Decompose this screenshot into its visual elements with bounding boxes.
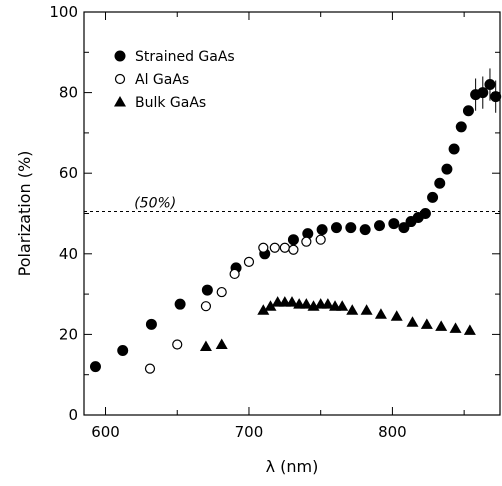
data-point xyxy=(200,301,212,312)
y-tick-label: 60 xyxy=(59,164,78,182)
data-point xyxy=(269,242,280,253)
data-point xyxy=(172,339,183,350)
data-point xyxy=(286,296,298,307)
data-point xyxy=(462,105,474,117)
legend-marker xyxy=(114,50,126,62)
data-point xyxy=(406,316,419,327)
data-point xyxy=(144,363,156,374)
data-point xyxy=(145,318,157,330)
data-point xyxy=(388,218,400,230)
data-point xyxy=(390,310,403,321)
x-axis-ticks: 600 700 800 xyxy=(91,12,465,441)
legend-item: Al GaAs xyxy=(114,72,189,88)
data-point xyxy=(359,224,371,236)
data-point xyxy=(374,308,387,319)
data-point xyxy=(287,234,299,246)
data-point xyxy=(215,338,228,349)
data-point xyxy=(301,236,312,247)
data-point xyxy=(288,244,299,255)
data-point xyxy=(398,222,410,234)
data-point xyxy=(346,304,359,315)
data-point xyxy=(441,163,453,175)
data-point xyxy=(374,220,386,232)
data-series xyxy=(89,68,502,374)
data-point xyxy=(258,242,269,253)
data-point xyxy=(427,191,439,203)
data-point xyxy=(201,284,213,296)
legend-label: Bulk GaAs xyxy=(135,95,206,111)
x-tick-label: 700 xyxy=(235,423,264,441)
data-point xyxy=(216,286,227,298)
data-point xyxy=(199,340,212,351)
x-tick-label: 600 xyxy=(91,423,120,441)
data-point xyxy=(264,300,277,311)
data-point xyxy=(345,222,357,234)
x-tick-label: 800 xyxy=(378,423,407,441)
y-axis-ticks: 0 20 40 60 80 100 xyxy=(49,3,500,424)
data-point xyxy=(463,324,476,335)
data-point xyxy=(174,298,186,310)
data-point xyxy=(229,268,240,280)
series-al-gaas xyxy=(144,234,326,374)
legend-marker xyxy=(114,96,126,107)
y-tick-label: 0 xyxy=(68,406,78,424)
data-point xyxy=(321,298,334,309)
data-point xyxy=(449,322,462,333)
data-point xyxy=(434,177,446,189)
x-axis-title: λ (nm) xyxy=(266,457,319,476)
data-point xyxy=(330,222,342,234)
legend-label: Al GaAs xyxy=(135,72,189,88)
legend-item: Bulk GaAs xyxy=(114,95,206,111)
data-point xyxy=(279,242,290,253)
data-point xyxy=(336,300,349,311)
y-tick-label: 40 xyxy=(59,245,78,263)
legend-marker xyxy=(114,73,126,85)
reference-line-label: (50%) xyxy=(134,195,176,211)
data-point xyxy=(243,256,255,267)
data-point xyxy=(435,320,448,331)
error-bars xyxy=(475,68,497,113)
data-point xyxy=(315,234,326,245)
series-strained-gaas xyxy=(89,79,502,373)
series-bulk-gaas xyxy=(199,296,476,351)
y-tick-label: 100 xyxy=(49,3,78,21)
data-point xyxy=(360,304,373,315)
data-point xyxy=(419,208,431,219)
data-point xyxy=(89,361,101,373)
data-point xyxy=(455,121,467,133)
legend-item: Strained GaAs xyxy=(114,49,235,65)
data-point xyxy=(316,224,328,236)
y-tick-label: 80 xyxy=(59,84,78,102)
legend-label: Strained GaAs xyxy=(135,49,235,65)
data-point xyxy=(300,298,313,309)
data-point xyxy=(448,143,460,155)
data-point xyxy=(117,345,129,357)
data-point xyxy=(420,318,433,329)
legend: Strained GaAs Al GaAs Bulk GaAs xyxy=(114,49,235,111)
y-tick-label: 20 xyxy=(59,325,78,343)
y-axis-title: Polarization (%) xyxy=(15,151,34,277)
data-point xyxy=(257,304,270,315)
